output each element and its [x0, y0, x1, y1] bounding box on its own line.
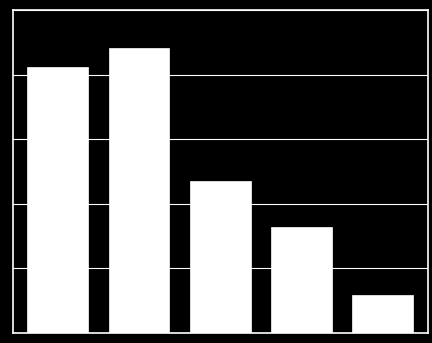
Bar [271, 226, 332, 333]
Bar [190, 181, 251, 333]
Bar [108, 48, 169, 333]
Bar [353, 295, 413, 333]
Bar [27, 67, 88, 333]
